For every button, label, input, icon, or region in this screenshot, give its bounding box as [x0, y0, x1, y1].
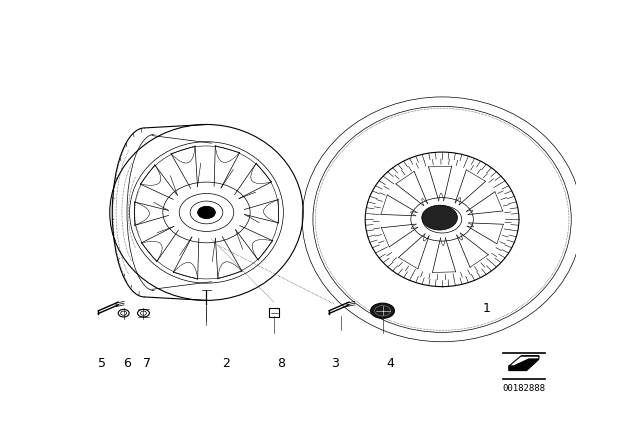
Ellipse shape — [434, 214, 450, 225]
Ellipse shape — [371, 303, 394, 319]
Text: 8: 8 — [277, 358, 285, 370]
Ellipse shape — [422, 205, 458, 230]
Text: 7: 7 — [143, 358, 151, 370]
Text: 3: 3 — [332, 358, 339, 370]
Text: 1: 1 — [483, 302, 491, 315]
Text: 4: 4 — [386, 358, 394, 370]
Polygon shape — [509, 359, 539, 370]
Text: 5: 5 — [99, 358, 106, 370]
Text: 2: 2 — [222, 358, 230, 370]
Text: 00182888: 00182888 — [502, 383, 545, 392]
Text: 6: 6 — [123, 358, 131, 370]
Ellipse shape — [198, 207, 215, 219]
